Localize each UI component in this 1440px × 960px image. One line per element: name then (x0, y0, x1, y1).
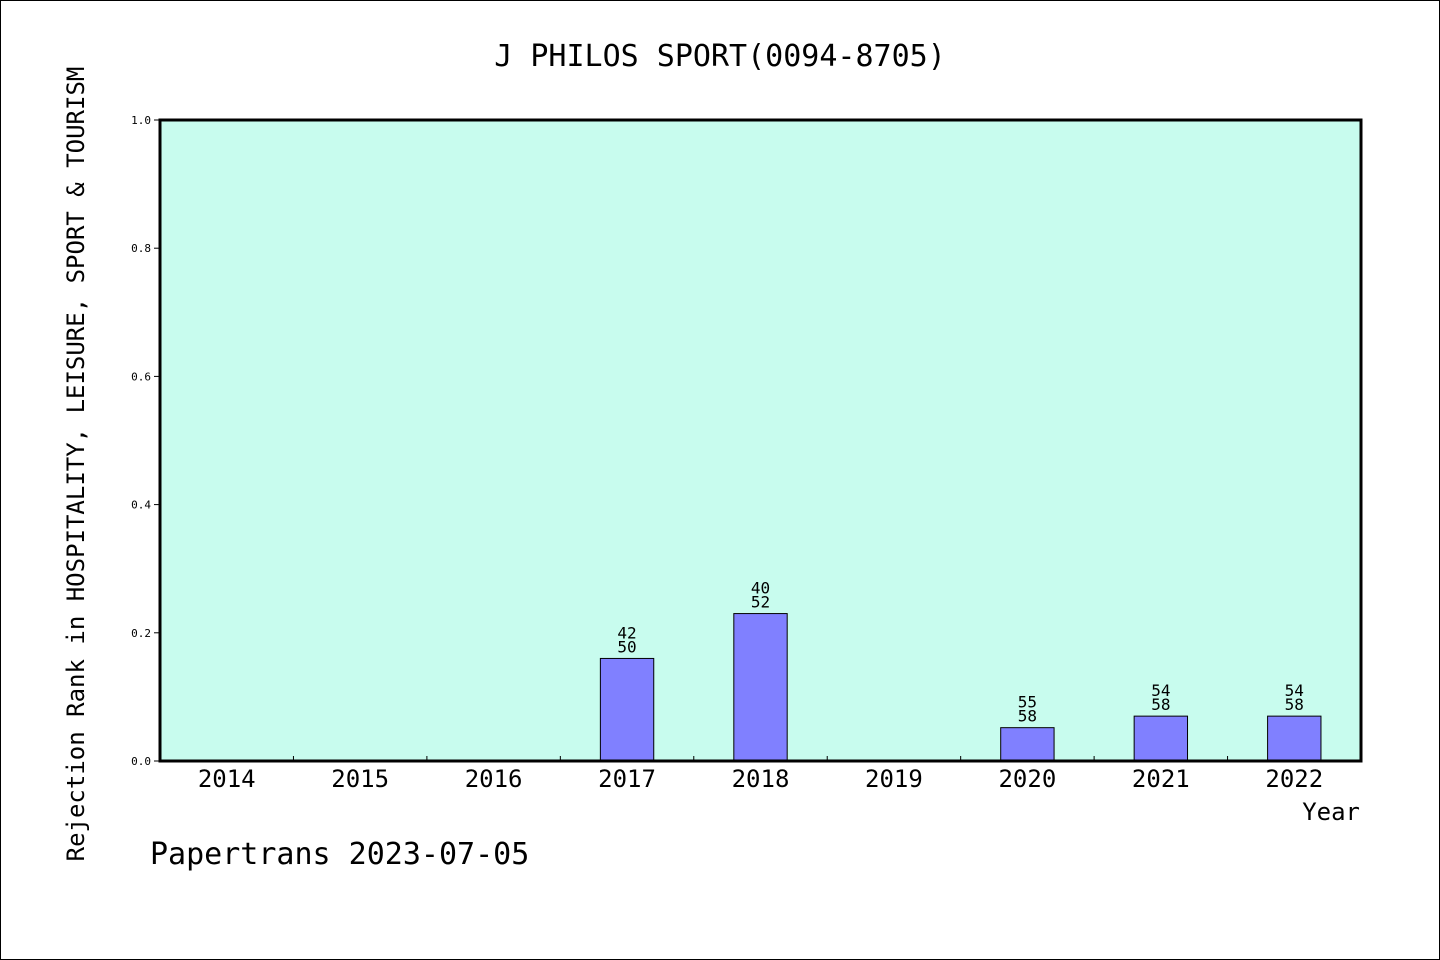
footer-text: Papertrans 2023-07-05 (150, 837, 529, 872)
y-tick-label-1.0: 1.0 (131, 114, 151, 127)
x-tick-label-2016: 2016 (465, 765, 523, 793)
y-tick-label-0.6: 0.6 (131, 370, 151, 383)
bar-2020 (1000, 727, 1055, 762)
y-tick-label-0.0: 0.0 (131, 755, 151, 768)
bar-label-2021-1: 54 (1151, 681, 1170, 700)
bar-label-2020-1: 55 (1018, 693, 1037, 712)
x-tick-label-2022: 2022 (1265, 765, 1323, 793)
chart-title: J PHILOS SPORT(0094-8705) (494, 39, 946, 74)
ticks-layer: 2014 2015 2016 2017 2018 2019 2020 2021 2022 0.0 0… (131, 114, 1323, 793)
x-tick-label-2021: 2021 (1132, 765, 1190, 793)
x-tick-label-2014: 2014 (198, 765, 256, 793)
bar-label-2018-1: 40 (751, 579, 770, 598)
x-tick-label-2018: 2018 (732, 765, 790, 793)
bar-2017 (599, 657, 655, 762)
bar-label-2022-2: 58 (1285, 695, 1304, 714)
bar-2022 (1267, 715, 1322, 762)
bar-2018 (733, 613, 788, 762)
x-axis-label: Year (1302, 798, 1360, 826)
y-tick-label-0.4: 0.4 (131, 499, 151, 512)
plot-frame (158, 118, 1363, 763)
bar-label-2018-2: 52 (751, 593, 770, 612)
bar-label-2021-2: 58 (1151, 695, 1170, 714)
bar-label-2017-2: 50 (617, 637, 636, 656)
x-tick-label-2020: 2020 (998, 765, 1056, 793)
x-tick-label-2019: 2019 (865, 765, 923, 793)
bar-label-2017-1: 42 (617, 623, 636, 642)
x-tick-label-2015: 2015 (331, 765, 389, 793)
x-tick-label-2017: 2017 (598, 765, 656, 793)
y-tick-label-0.2: 0.2 (131, 627, 151, 640)
bar-2021 (1133, 715, 1189, 762)
y-tick-label-0.8: 0.8 (131, 242, 151, 255)
y-axis-label: Rejection Rank in HOSPITALITY, LEISURE, … (62, 67, 90, 862)
bar-label-2022-1: 54 (1285, 681, 1304, 700)
bar-label-2020-2: 58 (1018, 707, 1037, 726)
